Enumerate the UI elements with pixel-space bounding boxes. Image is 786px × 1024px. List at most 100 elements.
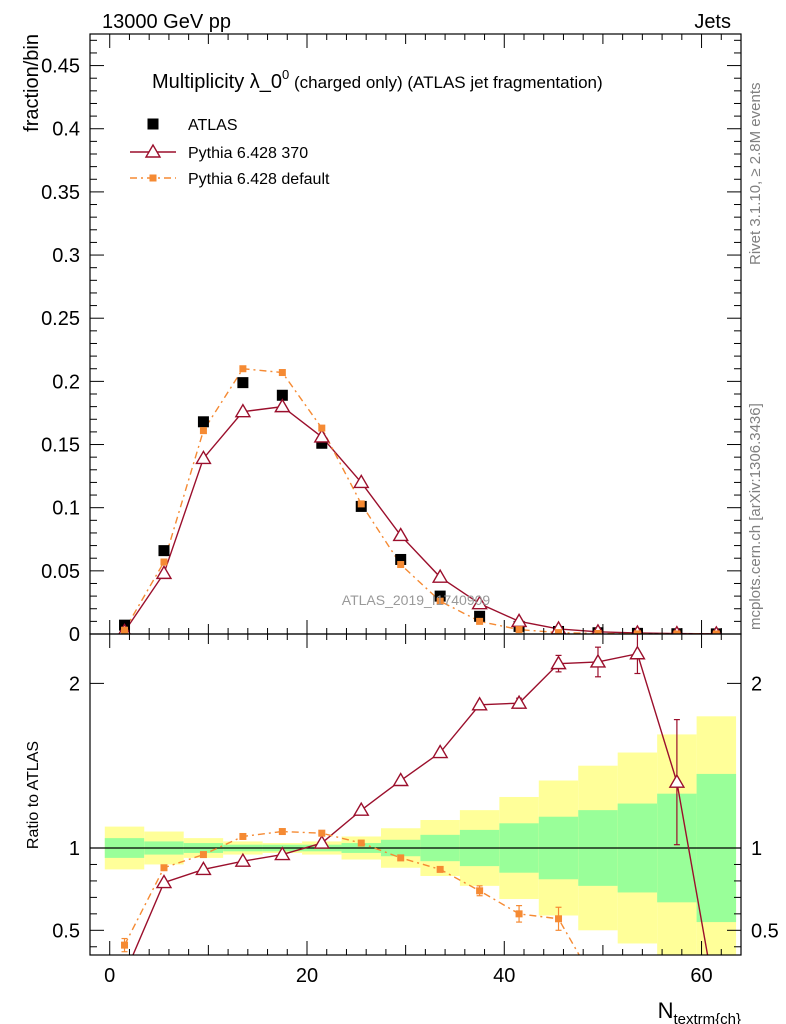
ratio-point [353, 801, 370, 816]
data-point [239, 365, 247, 373]
y-tick-label: 0.3 [52, 245, 80, 267]
ratio-point [431, 744, 449, 759]
ratio-point [471, 696, 488, 711]
data-point [395, 553, 407, 565]
data-point [510, 612, 528, 628]
x-tick-label: 40 [493, 965, 515, 987]
y-tick-label: 0.4 [52, 119, 80, 141]
data-point [434, 590, 446, 602]
ratio-point [668, 773, 686, 788]
data-point [397, 561, 405, 569]
data-point [594, 629, 602, 634]
ratio-point [318, 829, 326, 837]
ratio-point [118, 968, 132, 980]
data-point [633, 630, 641, 634]
data-point [436, 597, 444, 605]
ratio-point [550, 655, 567, 670]
ratio-point [709, 997, 723, 1009]
y-tick-label-right: 1 [751, 838, 762, 860]
ratio-point [594, 984, 601, 991]
y-tick-label: 0.2 [52, 371, 80, 393]
legend-label: Pythia 6.428 default [188, 171, 330, 188]
ratio-point [195, 861, 212, 876]
data-point [392, 527, 409, 542]
y-tick-label: 1 [69, 838, 80, 860]
ratio-point [436, 865, 444, 873]
legend-label: Pythia 6.428 370 [188, 145, 308, 162]
data-point [237, 377, 249, 389]
ratio-point [476, 887, 484, 895]
data-point [274, 398, 291, 413]
x-tick-label: 60 [690, 965, 712, 987]
ratio-point [199, 851, 207, 859]
ratio-point [510, 694, 528, 709]
data-point [471, 595, 488, 610]
data-point [121, 626, 129, 634]
data-point [199, 427, 207, 435]
ratio-point [239, 832, 247, 840]
data-point [431, 568, 449, 583]
data-point [673, 630, 681, 634]
legend-label: ATLAS [188, 117, 238, 134]
y-tick-label: 0.15 [41, 435, 80, 457]
ratio-point [313, 834, 331, 849]
data-point [278, 369, 286, 377]
ratio-point [515, 910, 523, 918]
ratio-point [155, 874, 173, 889]
data-point [195, 450, 212, 465]
series-line [123, 367, 717, 634]
x-tick-label: 20 [296, 965, 318, 987]
data-point [276, 389, 288, 401]
series-line [123, 405, 717, 634]
rivet-label: Rivet 3.1.10, ≥ 2.8M events [747, 83, 764, 266]
data-point [476, 617, 484, 625]
legend-marker [147, 118, 159, 130]
y-tick-label: 0 [69, 624, 80, 646]
ratio-point [121, 941, 129, 949]
data-point [160, 558, 168, 566]
ratio-point [278, 828, 286, 836]
y-tick-label: 0.1 [52, 498, 80, 520]
legend: ATLAS Pythia 6.428 370 Pythia 6.428 defaul… [130, 117, 330, 188]
main-title: Multiplicity λ_00 (charged only) (ATLAS … [152, 67, 603, 93]
data-point [158, 545, 170, 557]
y-tick-label: 0.25 [41, 308, 80, 330]
data-point [357, 500, 365, 508]
data-point [515, 626, 523, 634]
data-point [313, 428, 331, 443]
y-axis-label-main: fraction/bin [21, 34, 43, 132]
y-tick-label: 0.35 [41, 182, 80, 204]
data-point [318, 424, 326, 432]
data-point [234, 403, 252, 418]
ratio-point [392, 772, 409, 787]
header-right: Jets [694, 11, 731, 33]
y-tick-label: 0.05 [41, 561, 80, 583]
main-panel: 0 0.05 0.1 0.15 0.2 0.25 0.3 0.35 0.4 0.45 Multip… [21, 33, 742, 646]
y-tick-label: 0.5 [52, 920, 80, 942]
ratio-point [274, 846, 291, 861]
ratio-point [397, 854, 405, 862]
x-tick-label: 0 [104, 965, 115, 987]
y-tick-label-right: 2 [751, 673, 762, 695]
mcplots-label: mcplots.cern.ch [arXiv:1306.3436] [747, 403, 764, 630]
data-point [353, 474, 370, 489]
legend-marker [144, 143, 162, 158]
watermark: ATLAS_2019_I1740909 [342, 592, 491, 608]
ratio-point [555, 915, 563, 923]
ratio-point [629, 645, 646, 660]
y-tick-label-right: 0.5 [751, 920, 779, 942]
ratio-line [132, 652, 709, 955]
data-point [155, 564, 173, 580]
ratio-point [589, 653, 607, 668]
ratio-panel: 0 20 40 60 0.5 0.5 1 1 2 2 Ratio to ATLAS Ntextrm… [25, 633, 779, 1024]
ratio-point [160, 864, 168, 872]
x-axis-label: Ntextrm{ch} [658, 998, 741, 1024]
y-tick-label: 0.45 [41, 56, 80, 78]
data-point [474, 610, 486, 622]
data-point [316, 437, 328, 449]
ratio-point [234, 852, 252, 867]
data-point [555, 629, 563, 634]
ratio-frame [89, 633, 742, 956]
data-point [197, 416, 209, 428]
